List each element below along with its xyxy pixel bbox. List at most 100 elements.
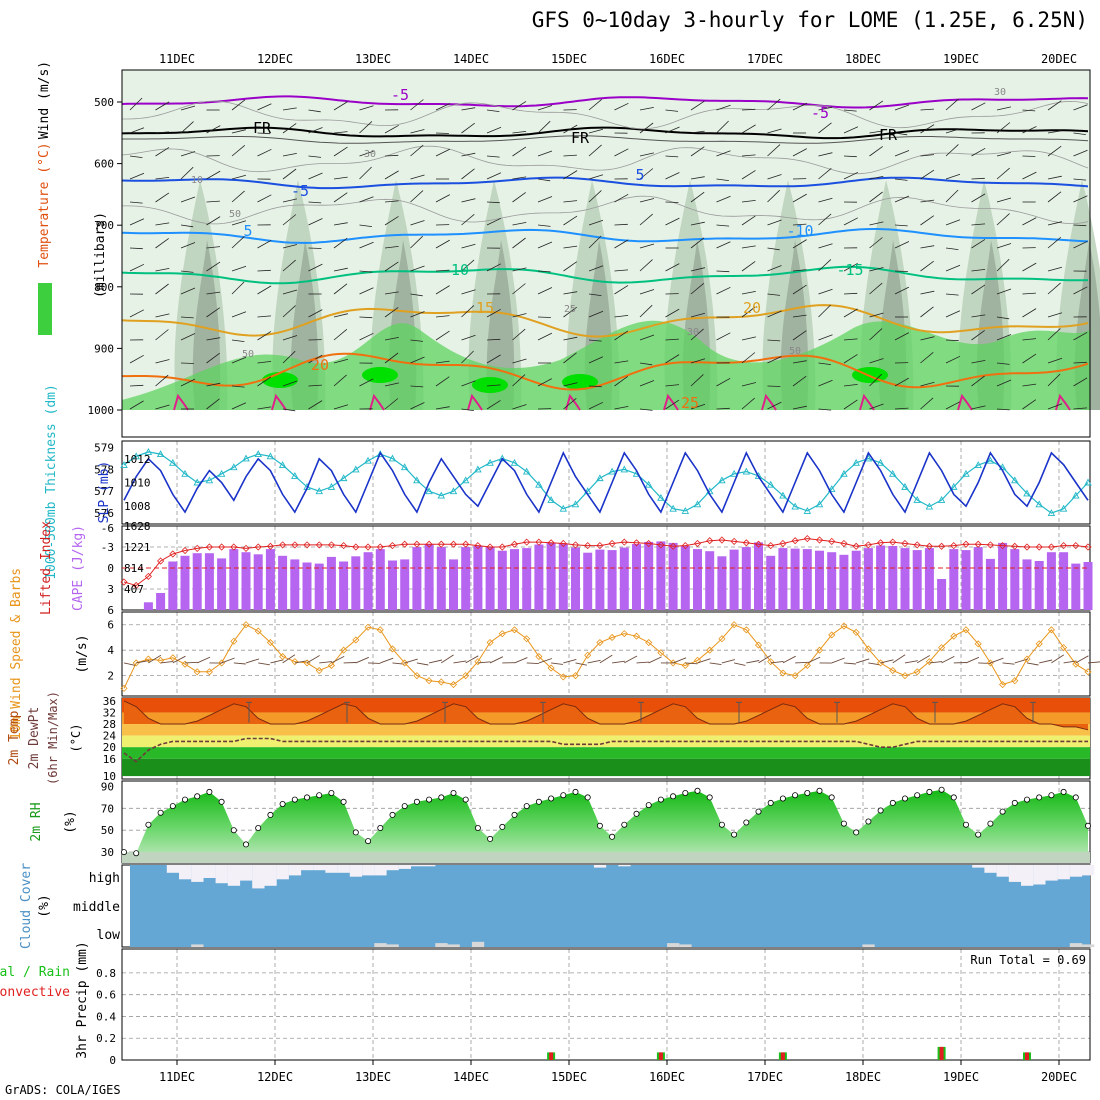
upper-wind-barb (996, 362, 1010, 365)
li-tick-label: 6 (107, 604, 114, 617)
rh2m-point (1085, 822, 1092, 829)
upper-wind-barb (308, 109, 321, 113)
thickness-point (608, 467, 616, 475)
upper-wind-barb (1022, 308, 1037, 318)
cape-bar (1046, 552, 1056, 610)
upper-wind-barb (945, 293, 959, 296)
slp-tick-label: 1008 (124, 500, 151, 513)
upper-wind-barb (410, 385, 424, 388)
rh2m-point (682, 790, 689, 797)
upper-wind-barb (716, 407, 730, 410)
upper-wind-barb (818, 213, 832, 226)
thickness-point (169, 458, 177, 466)
rh-contour-line (121, 145, 1089, 175)
thickness-point (181, 469, 189, 477)
upper-wind-barb (155, 177, 170, 180)
upper-wind-barb (665, 384, 680, 387)
upper-wind-barb (690, 403, 706, 410)
upper-wind-barb (1073, 149, 1088, 157)
upper-wind-barb (996, 408, 1010, 411)
upper-wind-barb (563, 170, 578, 180)
wind-tick-label: 4 (107, 644, 114, 657)
temp-line (123, 700, 1089, 731)
upper-wind-barb (231, 311, 247, 318)
upper-wind-barb (665, 308, 680, 318)
upper-wind-barb (971, 223, 986, 226)
wind-speed-point (352, 636, 360, 644)
precip-total-label: Total / Rain (0, 965, 70, 980)
rh2m-point (487, 835, 494, 842)
upper-wind-barb (129, 127, 145, 134)
upper-wind-barb (333, 358, 349, 364)
cape-bar (180, 555, 190, 610)
upper-wind-barb (359, 166, 372, 180)
contour-label: 10 (191, 175, 203, 186)
upper-wind-barb (206, 382, 221, 387)
wind-speed-point (864, 645, 872, 653)
upper-wind-barb (1047, 357, 1063, 364)
wind-speed-point (510, 626, 519, 634)
wind-speed-point (1035, 640, 1043, 648)
wind-barb (197, 656, 211, 664)
wind-speed-point (852, 628, 860, 636)
thickness-point (754, 472, 763, 479)
rh2m-point (621, 821, 628, 828)
cape-bar (961, 550, 971, 610)
upper-ytick-label: 800 (94, 281, 114, 294)
credit: GrADS: COLA/IGES (5, 1083, 121, 1097)
upper-wind-barb (690, 146, 705, 157)
upper-wind-barb (537, 270, 551, 273)
upper-wind-barb (639, 122, 654, 134)
upper-wind-barb (384, 170, 399, 180)
cloud-low-bar (435, 943, 448, 947)
upper-wind-barb (231, 339, 245, 342)
upper-wind-barb (282, 198, 297, 203)
upper-wind-barb (792, 148, 807, 157)
upper-wind-barb (996, 379, 1012, 387)
date-label-top: 19DEC (943, 52, 979, 66)
upper-wind-barb (690, 328, 704, 341)
upper-wind-barb (920, 154, 935, 157)
upper-wind-barb (129, 155, 143, 158)
upper-wind-barb (180, 151, 196, 157)
upper-wind-barb (639, 362, 653, 366)
upper-wind-barb (206, 398, 220, 410)
lifted-index-line (123, 538, 1089, 587)
cloud-high-bar (618, 865, 631, 867)
upper-wind-barb (971, 193, 986, 203)
cloud-high-bar (984, 865, 997, 873)
upper-wind-barb (257, 269, 271, 272)
upper-wind-barb (1022, 171, 1037, 180)
cloud-high-bar (1021, 865, 1034, 886)
thickness-point (827, 485, 836, 493)
upper-wind-barb (180, 224, 194, 228)
upper-wind-barb (333, 313, 348, 318)
upper-wind-barb (818, 379, 833, 387)
contour-label: 30 (687, 327, 699, 338)
upper-wind-barb (359, 121, 373, 134)
upper-wind-barb (1047, 282, 1061, 295)
upper-wind-barb (1073, 104, 1088, 111)
upper-wind-barb (1047, 373, 1061, 387)
upper-wind-barb (1022, 217, 1037, 226)
upper-wind-barb (129, 400, 144, 410)
upper-wind-barb (665, 201, 679, 203)
thickness-tick-label: 578 (94, 463, 114, 476)
upper-wind-barb (869, 358, 884, 364)
upper-wind-barb (996, 213, 1010, 226)
upper-wind-barb (359, 270, 373, 273)
upper-wind-barb (690, 374, 704, 387)
thickness-point (1059, 504, 1068, 512)
wind-barb (477, 661, 491, 664)
wind-barb (1002, 662, 1015, 665)
rh2m-point (352, 829, 359, 836)
thickness-point (1011, 476, 1019, 484)
upper-wind-barb (512, 358, 527, 364)
thickness-axis-label: 1000-500mb Thickness (dm) (44, 384, 59, 580)
wind-speed-point (193, 668, 201, 676)
lifted-index-point (120, 578, 128, 586)
upper-wind-barb (410, 220, 425, 226)
thickness-point (510, 458, 519, 466)
cape-bar (217, 558, 227, 610)
cloud-high-bar (166, 865, 180, 873)
